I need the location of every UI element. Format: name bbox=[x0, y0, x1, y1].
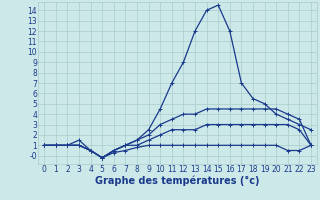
X-axis label: Graphe des températures (°c): Graphe des températures (°c) bbox=[95, 176, 260, 186]
